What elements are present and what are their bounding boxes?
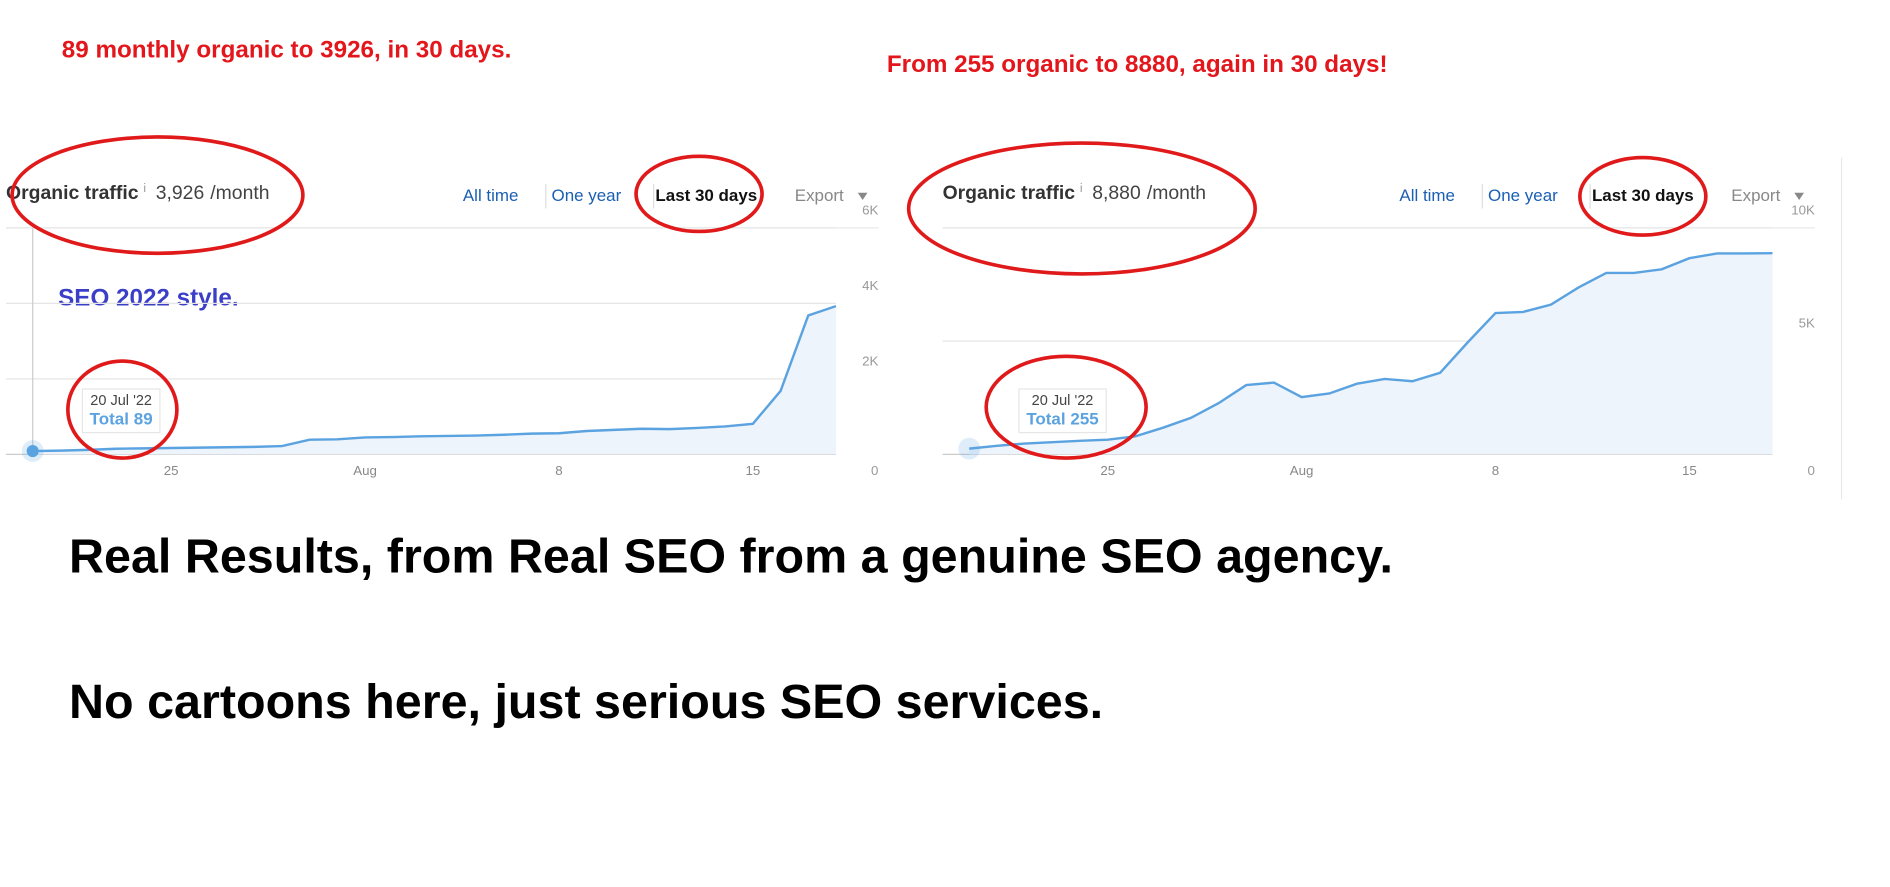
metric-value: 3,926 — [156, 182, 204, 204]
hover-halo — [958, 437, 981, 460]
highlight-ellipse — [984, 354, 1148, 460]
caption: SEO 2022 style. — [58, 285, 238, 312]
x-tick-label: 15 — [745, 463, 760, 478]
chart: Organic traffic i 3,926/month All time One y… — [6, 181, 878, 478]
y-tick-label: 6K — [862, 202, 878, 217]
highlight-ellipse — [1578, 155, 1708, 237]
tooltip-box — [81, 388, 161, 434]
range-tab[interactable]: All time — [1399, 186, 1455, 205]
export-button[interactable]: Export — [795, 186, 844, 205]
x-tick-label: 8 — [555, 463, 562, 478]
area-fill — [969, 253, 1773, 455]
line — [969, 252, 1773, 450]
x-tick-label: Aug — [1290, 463, 1314, 478]
chart: Organic traffic i 8,880/month All time One y… — [943, 181, 1815, 478]
y-tick-label: 4K — [862, 278, 878, 293]
tooltip-date: 20 Jul '22 — [90, 393, 152, 409]
range-tab[interactable]: Last 30 days — [1592, 186, 1694, 205]
caption: 89 monthly organic to 3926, in 30 days. — [62, 36, 512, 63]
x-tick-label: 25 — [1100, 463, 1115, 478]
annotations — [10, 135, 1708, 460]
range-tab[interactable]: One year — [552, 186, 622, 205]
export-button[interactable]: Export — [1731, 186, 1780, 205]
tooltip-number: 89 — [134, 410, 153, 429]
range-tab[interactable]: Last 30 days — [655, 186, 757, 205]
caption: From 255 organic to 8880, again in 30 da… — [887, 51, 1388, 78]
tooltip-date: 20 Jul '22 — [1032, 393, 1094, 409]
tooltip-box — [1018, 388, 1107, 434]
x-tick-label: 25 — [164, 463, 179, 478]
y-tick-label: 2K — [862, 353, 878, 368]
range-tab[interactable]: One year — [1488, 186, 1558, 205]
chart-header: Organic traffic i 3,926/month — [6, 181, 269, 204]
tooltip-series: Total — [90, 410, 129, 429]
subline: No cartoons here, just serious SEO servi… — [69, 675, 1103, 729]
x-tick-label: Aug — [353, 463, 377, 478]
info-icon: i — [143, 181, 146, 195]
area-fill — [32, 306, 836, 455]
highlight-ellipse — [906, 141, 1257, 276]
highlight-ellipse — [10, 135, 305, 256]
tooltip-value: Total 89 — [90, 410, 153, 429]
dropdown-arrow — [1794, 192, 1804, 200]
highlight-ellipse — [66, 359, 179, 460]
info-icon: i — [1080, 181, 1083, 195]
x-tick-label: 8 — [1492, 463, 1499, 478]
line — [32, 305, 837, 453]
tooltip-value: Total 255 — [1026, 410, 1098, 429]
headline: Real Results, from Real SEO from a genui… — [69, 530, 1393, 584]
metric-value: 8,880 — [1092, 182, 1141, 204]
metric-unit: /month — [1147, 182, 1206, 204]
tooltip-number: 255 — [1070, 410, 1098, 429]
tooltip-series: Total — [1026, 410, 1065, 429]
y-tick-label: 0 — [871, 463, 878, 478]
x-tick-label: 15 — [1682, 463, 1697, 478]
highlight-ellipse — [634, 154, 764, 234]
range-tab[interactable]: All time — [463, 186, 519, 205]
chart-header: Organic traffic i 8,880/month — [943, 181, 1206, 204]
y-tick-label: 5K — [1799, 316, 1815, 331]
metric-unit: /month — [210, 182, 269, 204]
hover-point — [26, 444, 39, 458]
y-tick-label: 0 — [1807, 463, 1814, 478]
dropdown-arrow — [857, 192, 868, 200]
chart-title: Organic traffic — [6, 182, 139, 204]
chart-title: Organic traffic — [943, 182, 1076, 204]
charts: Organic traffic i 3,926/month All time One y… — [6, 181, 1815, 478]
y-tick-label: 10K — [1791, 202, 1815, 217]
